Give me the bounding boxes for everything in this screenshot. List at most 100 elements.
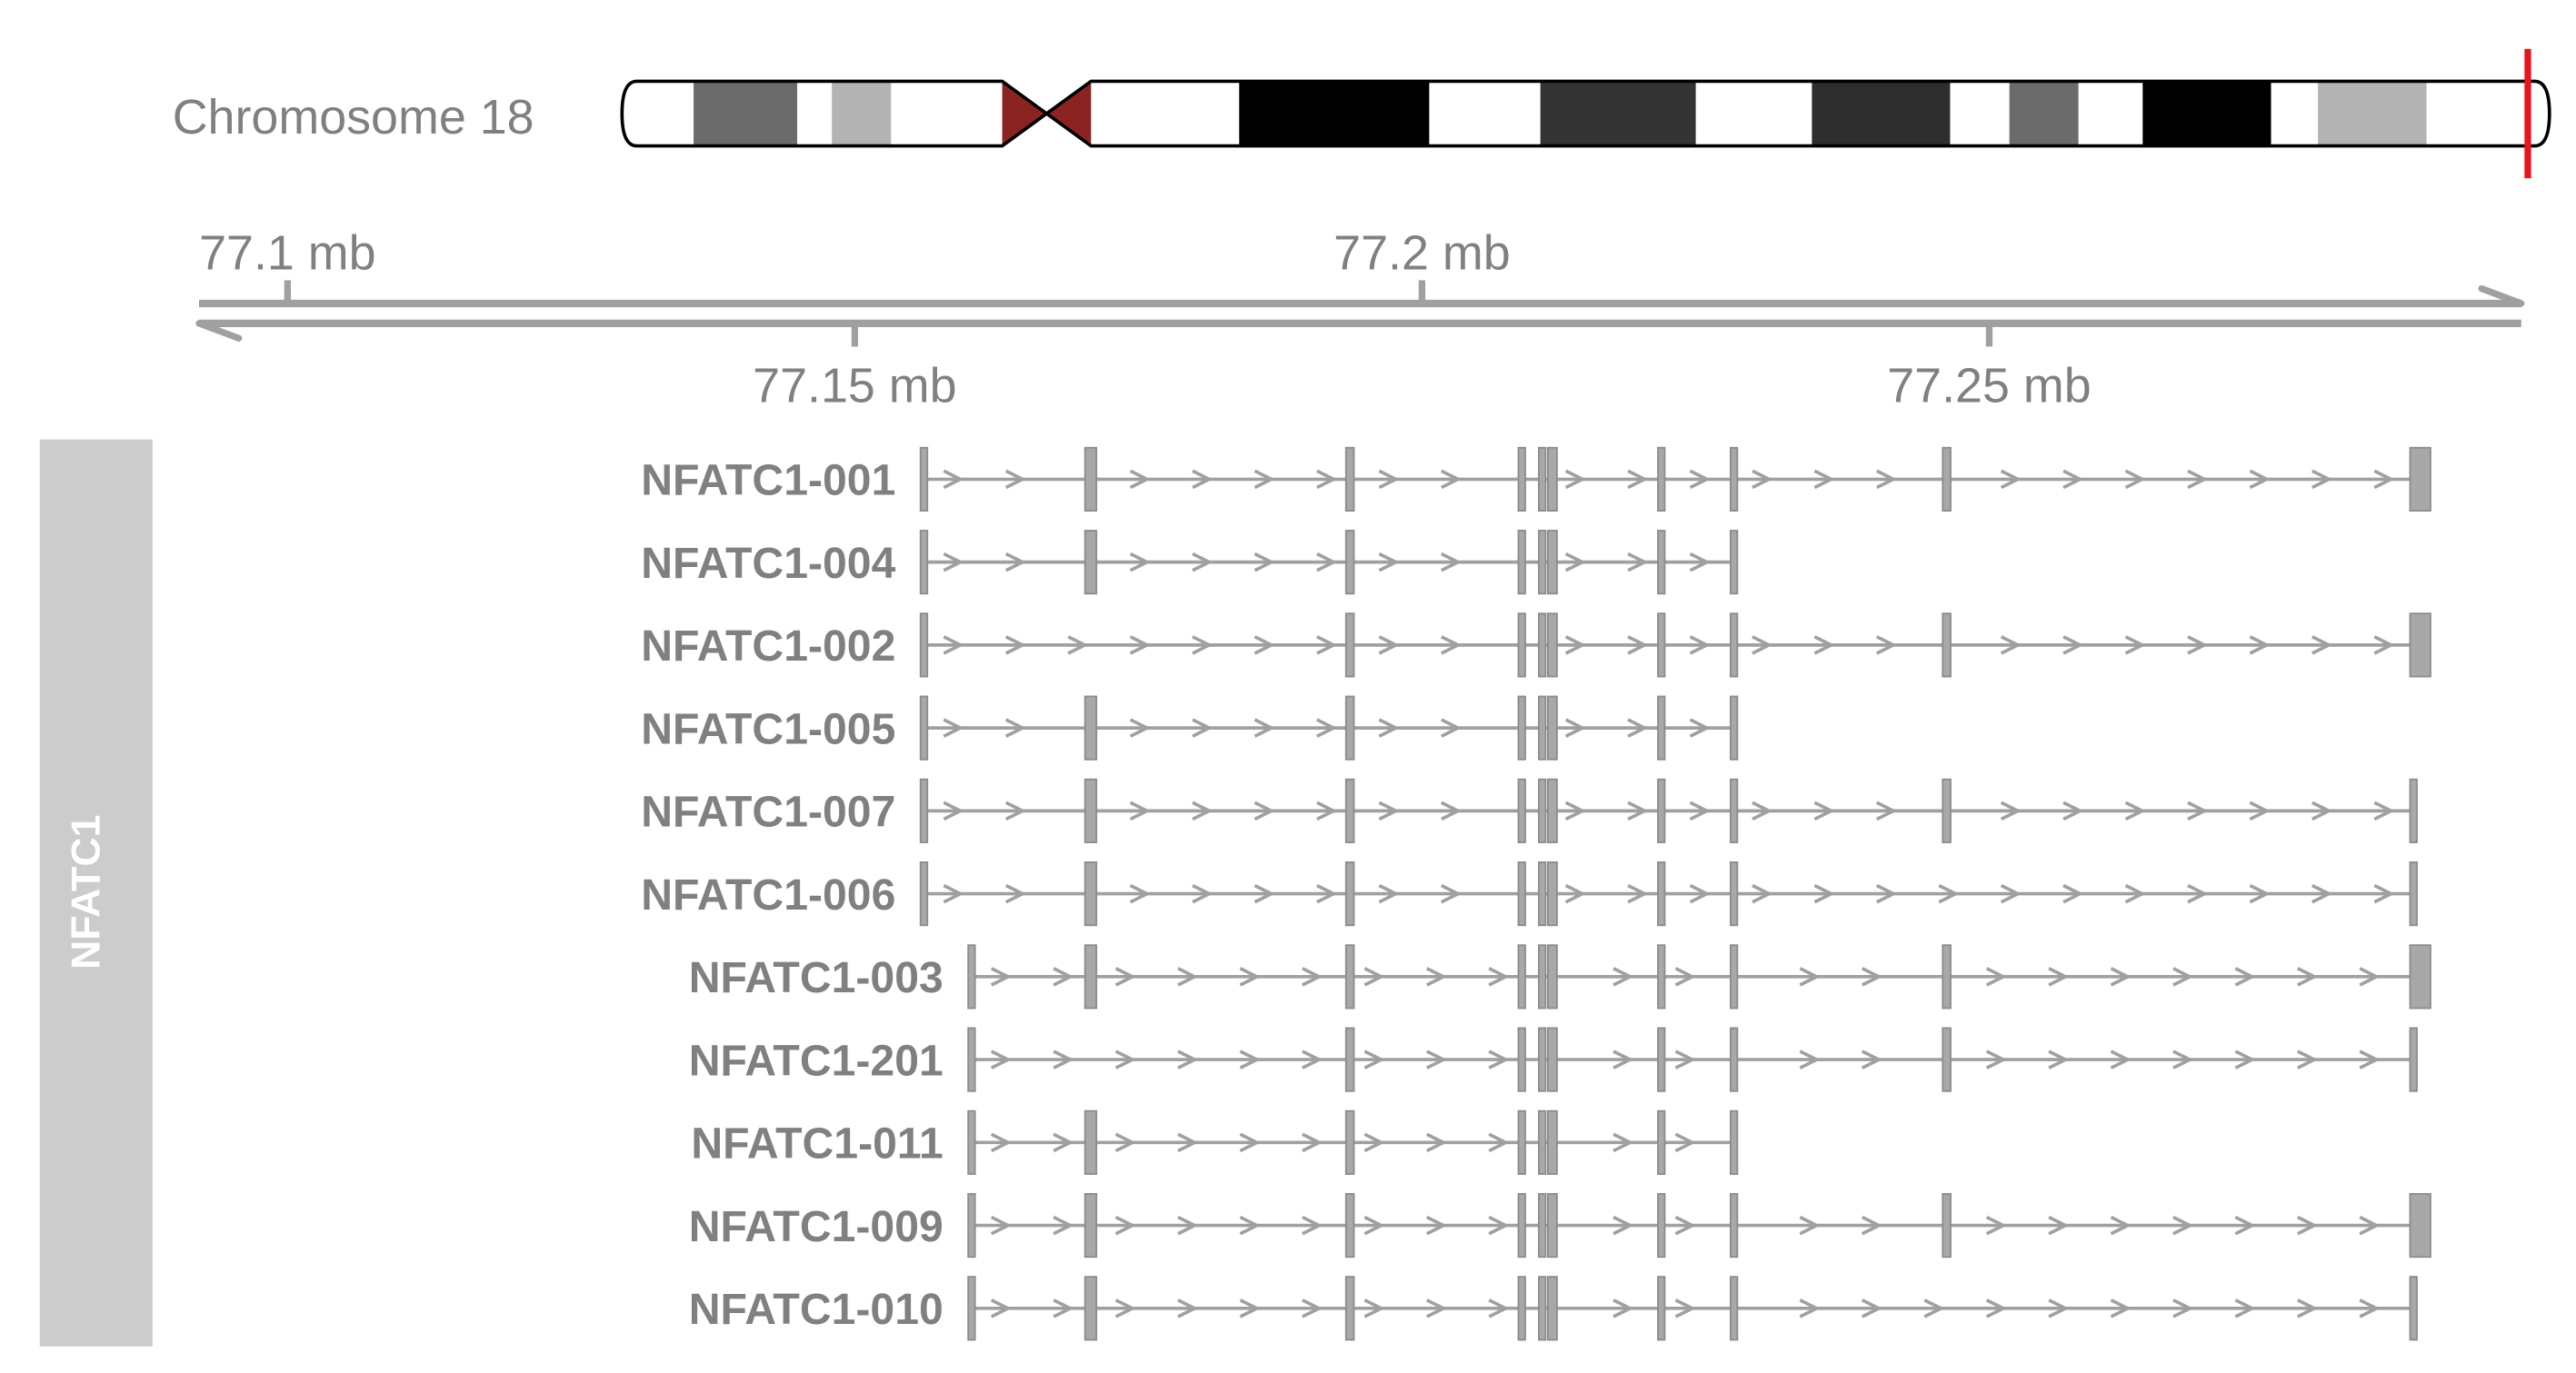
strand-arrow <box>1192 552 1213 572</box>
strand-arrow <box>1053 1298 1074 1318</box>
exon <box>1657 861 1666 927</box>
strand-arrow <box>1799 967 1821 987</box>
exon <box>1538 1027 1547 1092</box>
strand-arrow <box>1752 469 1773 490</box>
exon <box>1538 1276 1547 1341</box>
transcript: NFATC1-002 <box>641 612 2431 678</box>
strand-arrow <box>1923 1298 1945 1318</box>
strand-arrow <box>1053 1215 1074 1236</box>
strand-arrow <box>943 552 964 572</box>
transcript-label: NFATC1-011 <box>691 1119 943 1169</box>
strand-arrow <box>2249 635 2271 655</box>
exon <box>919 861 929 927</box>
strand-arrow <box>1378 552 1400 572</box>
transcript: NFATC1-007 <box>641 778 2418 843</box>
strand-arrow <box>990 1298 1013 1318</box>
transcript: NFATC1-001 <box>641 446 2431 512</box>
strand-arrow <box>1875 635 1898 655</box>
strand-arrow <box>990 1215 1013 1236</box>
strand-arrow <box>2172 1298 2194 1318</box>
chromosome-band <box>891 81 1003 146</box>
exon <box>1547 944 1558 1010</box>
exon <box>1517 530 1526 595</box>
chromosome-band <box>2078 81 2143 146</box>
exon <box>1729 778 1739 843</box>
strand-arrow <box>1612 967 1634 987</box>
exon <box>1538 695 1547 761</box>
axis-tick-label: 77.2 mb <box>1333 226 1511 281</box>
transcript-label: NFATC1-006 <box>641 871 895 920</box>
exon <box>1729 695 1739 761</box>
strand-arrow <box>1363 1132 1385 1153</box>
exon <box>919 612 929 678</box>
strand-arrow <box>1875 883 1898 904</box>
exon <box>1547 1027 1558 1092</box>
chromosome-band <box>2271 81 2319 146</box>
strand-arrow <box>2048 967 2070 987</box>
strand-arrow <box>2359 1298 2381 1318</box>
strand-arrow <box>1425 1050 1448 1070</box>
strand-arrow <box>2187 883 2209 904</box>
chromosome-band <box>1540 81 1696 146</box>
transcript: NFATC1-003 <box>689 944 2431 1010</box>
exon <box>1344 1109 1355 1175</box>
exon <box>967 1276 976 1341</box>
strand-arrow <box>943 718 964 738</box>
strand-arrow <box>1875 469 1898 490</box>
strand-arrow <box>1363 1215 1385 1236</box>
exon <box>1657 446 1666 512</box>
strand-arrow <box>2359 967 2381 987</box>
strand-arrow <box>1053 967 1074 987</box>
exon <box>1538 1192 1547 1259</box>
strand-arrow <box>1612 1050 1634 1070</box>
strand-arrow <box>1129 552 1151 572</box>
strand-arrow <box>1564 635 1586 655</box>
exon <box>1729 446 1739 512</box>
strand-arrow <box>1488 1298 1510 1318</box>
strand-arrow <box>1004 718 1027 738</box>
strand-arrow <box>1192 718 1213 738</box>
exon <box>1517 1027 1526 1092</box>
axis-ticks-bottom: 77.15 mb 77.25 mb <box>753 323 2092 413</box>
strand-arrow <box>1425 1298 1448 1318</box>
strand-arrow <box>2373 635 2395 655</box>
exon <box>1083 1109 1098 1175</box>
strand-arrow <box>2311 635 2333 655</box>
strand-arrow <box>2373 883 2395 904</box>
strand-arrow <box>1938 883 1960 904</box>
chromosome-band <box>1239 81 1430 146</box>
strand-arrow <box>1627 469 1649 490</box>
strand-arrow <box>1440 718 1463 738</box>
exon <box>1942 1027 1952 1092</box>
strand-arrow <box>1985 1050 2007 1070</box>
exon <box>1729 1109 1739 1175</box>
strand-arrow <box>1627 883 1649 904</box>
exon <box>1547 530 1558 595</box>
exon <box>1344 778 1355 843</box>
exon <box>1517 778 1526 843</box>
strand-arrow <box>1253 883 1275 904</box>
strand-arrow <box>943 883 964 904</box>
strand-arrow <box>1674 1215 1696 1236</box>
axis-tick-label: 77.1 mb <box>199 226 376 281</box>
chromosome-band <box>2318 81 2427 146</box>
strand-arrow <box>1053 1050 1074 1070</box>
exon <box>1083 944 1098 1010</box>
strand-arrow <box>1129 883 1151 904</box>
strand-arrow <box>1067 635 1089 655</box>
exon <box>2409 778 2418 843</box>
strand-arrow <box>1799 1050 1821 1070</box>
strand-arrow <box>1689 469 1711 490</box>
exon <box>1657 1192 1666 1259</box>
strand-arrow <box>1689 718 1711 738</box>
strand-arrow <box>2000 469 2022 490</box>
exon <box>1942 944 1952 1010</box>
transcript-label: NFATC1-001 <box>641 456 895 505</box>
exon <box>1942 612 1952 678</box>
strand-arrow <box>2311 469 2333 490</box>
transcript-label: NFATC1-007 <box>641 788 895 837</box>
strand-arrow <box>1813 469 1835 490</box>
strand-arrow <box>2000 635 2022 655</box>
strand-arrow <box>1440 552 1463 572</box>
